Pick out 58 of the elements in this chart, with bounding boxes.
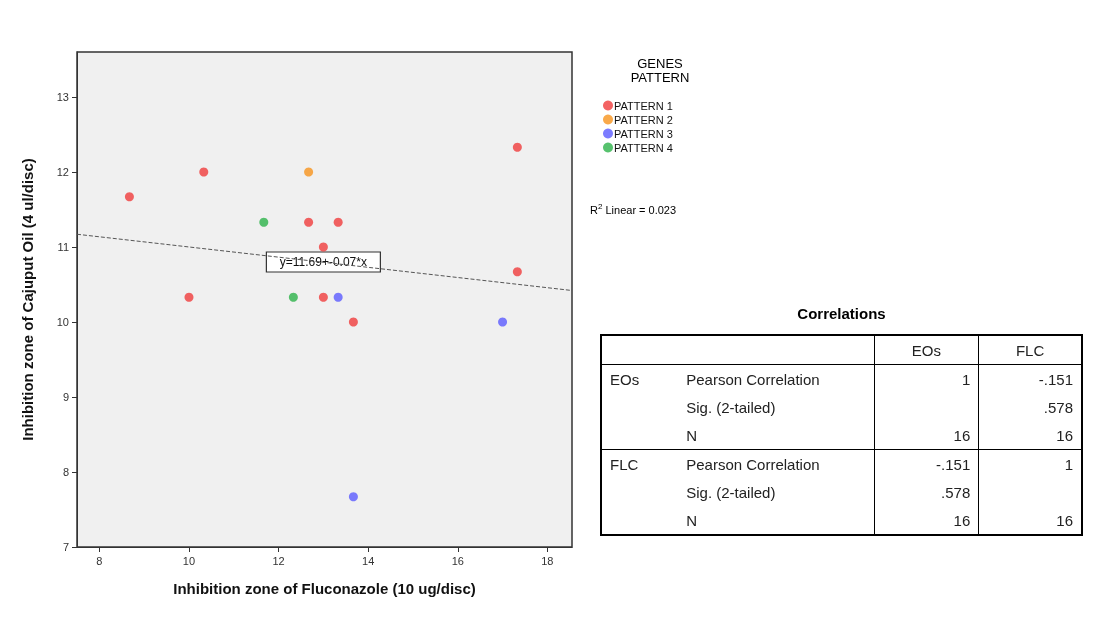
point [259, 217, 269, 227]
x-tick-label: 14 [362, 554, 375, 567]
y-tick-label: 9 [62, 391, 69, 403]
point [333, 217, 343, 227]
x-tick-label: 10 [182, 554, 196, 567]
text: .578 [941, 483, 971, 501]
text: 16 [953, 426, 971, 444]
point [512, 267, 522, 277]
text: FLC [610, 455, 639, 473]
text: 16 [1056, 426, 1073, 444]
y-tick-label: 12 [56, 166, 69, 178]
text: R$^{2}$ Linear = 0.023 [590, 202, 677, 216]
x-tick-label: 16 [451, 554, 464, 567]
text: 1 [961, 370, 971, 388]
legend-label: PATTERN 1 [614, 99, 673, 112]
legend-title: GENES PATTERN [629, 56, 691, 85]
text: EOs [911, 341, 941, 359]
text: 1 [1064, 455, 1073, 473]
text: FLC [1015, 341, 1045, 359]
text: 16 [1056, 511, 1073, 529]
point [348, 492, 358, 502]
text: Correlations [796, 305, 887, 322]
legend-label: PATTERN 3 [614, 127, 673, 140]
point [199, 167, 209, 177]
y-axis-title: Inhibition zone of Cajuput Oil (4 ul/disc) [19, 158, 36, 441]
x-tick-label: 12 [272, 554, 285, 567]
text: N [686, 511, 698, 529]
point [333, 292, 343, 302]
point [512, 142, 522, 152]
text: -.151 [1038, 370, 1073, 388]
text: Pearson Correlation [686, 455, 820, 473]
point [348, 317, 358, 327]
text: Sig. (2-tailed) [686, 398, 776, 416]
text: EOs [610, 370, 640, 388]
legend-label: PATTERN 2 [614, 113, 673, 126]
y-tick-label: 13 [56, 91, 69, 103]
x-tick-label: 8 [96, 554, 103, 567]
text: Sig. (2-tailed) [686, 483, 776, 501]
x-axis-title: Inhibition zone of Fluconazole (10 ug/disc) [173, 580, 476, 597]
text: N [686, 426, 698, 444]
point [124, 192, 134, 202]
text: .578 [1043, 398, 1073, 416]
point [304, 217, 314, 227]
point [498, 317, 508, 327]
legend-label: PATTERN 4 [614, 141, 673, 154]
point [184, 292, 194, 302]
point [318, 242, 328, 252]
y-tick-label: 8 [62, 466, 69, 478]
y-tick-label: 10 [56, 316, 69, 328]
y-tick-label: 7 [62, 541, 69, 553]
y-tick-label: 11 [57, 241, 69, 253]
point [288, 292, 298, 302]
x-tick-label: 18 [541, 554, 554, 567]
point [318, 292, 328, 302]
text: -.151 [936, 455, 971, 473]
text: 16 [953, 511, 971, 529]
point [304, 167, 314, 177]
text: Pearson Correlation [686, 370, 820, 388]
